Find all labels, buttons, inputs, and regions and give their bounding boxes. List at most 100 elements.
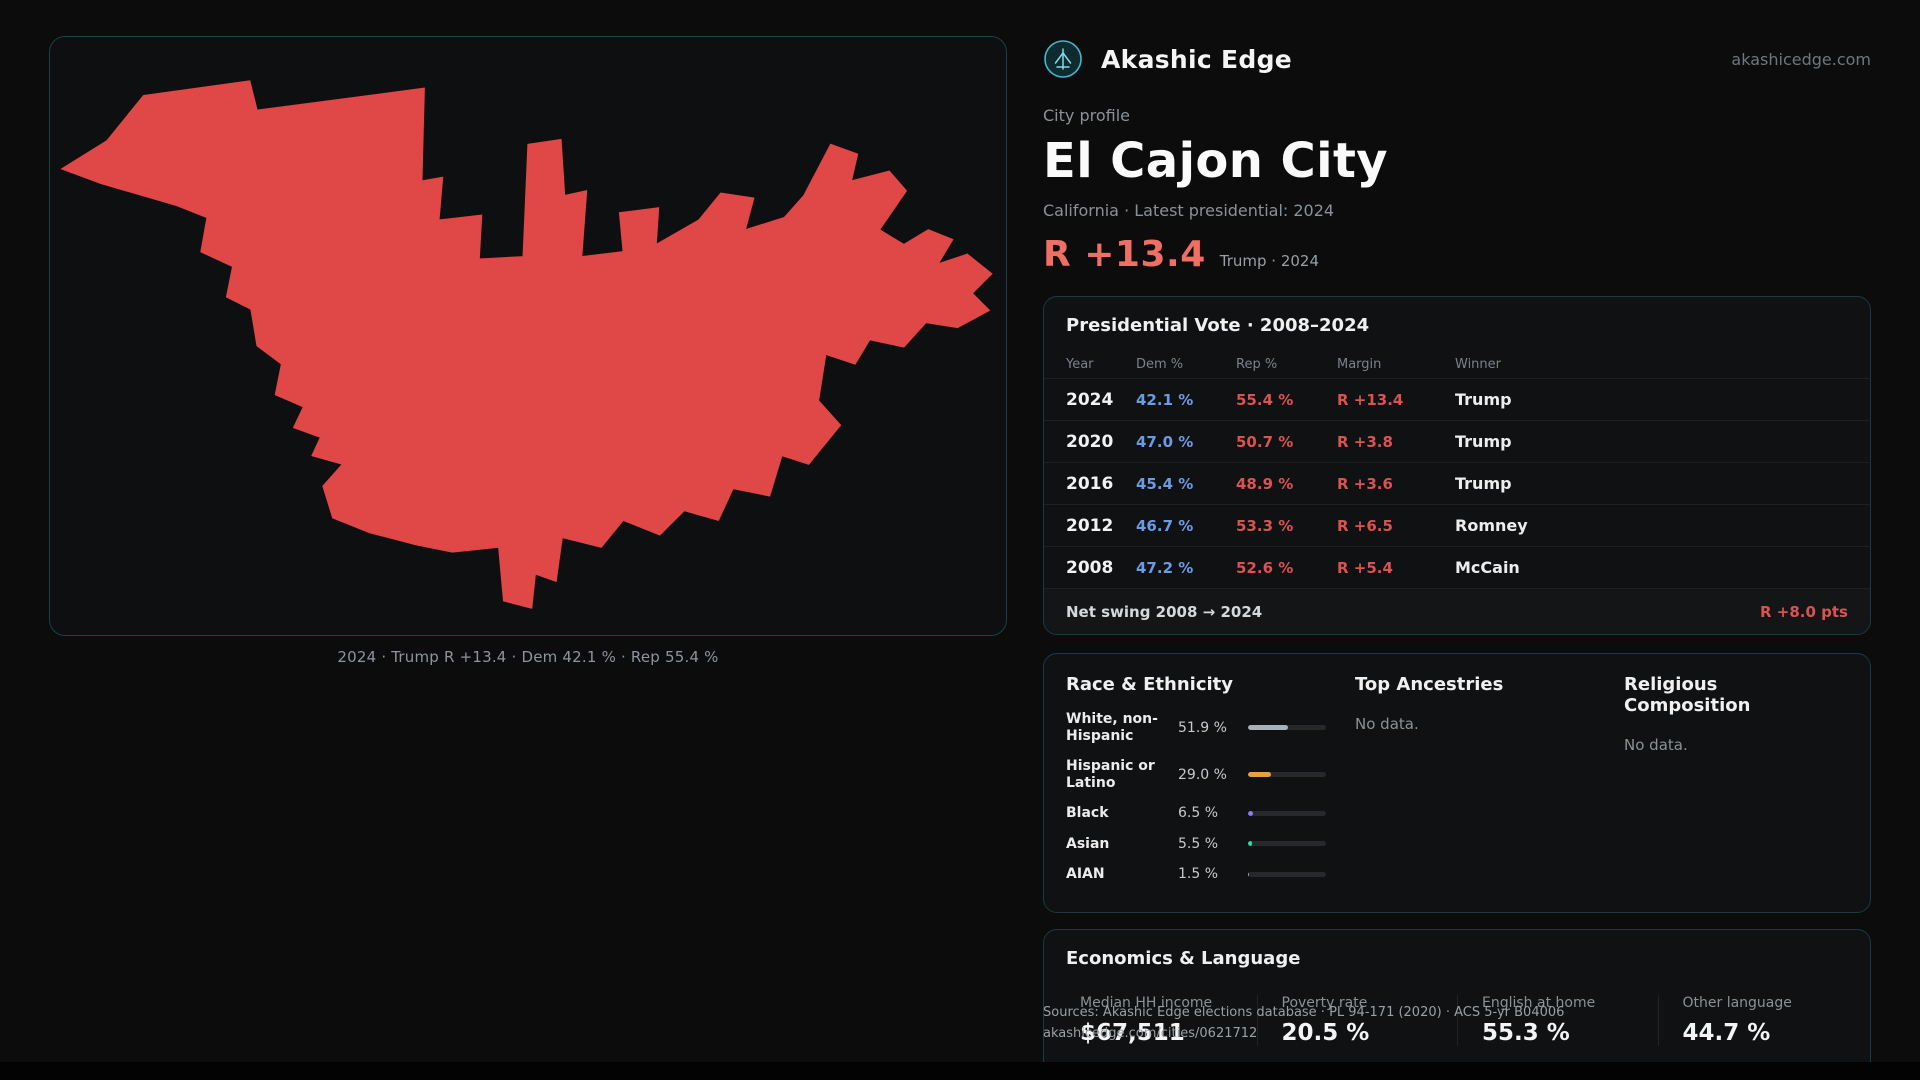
stat-label: English at home (1482, 995, 1596, 1011)
city-map-panel (49, 36, 1007, 636)
net-swing-row: Net swing 2008 → 2024 R +8.0 pts (1044, 588, 1870, 634)
col-dem: Dem % (1136, 356, 1184, 372)
brand-name: Akashic Edge (1101, 44, 1293, 74)
vote-cell-year: 2012 (1066, 515, 1114, 536)
demographics-panel: Race & Ethnicity White, non-Hispanic 51.… (1043, 653, 1871, 913)
race-value: 1.5 % (1178, 866, 1219, 883)
race-row: Asian 5.5 % (1066, 836, 1355, 853)
vote-cell-rep: 52.6 % (1236, 558, 1294, 577)
vote-row: 2016 45.4 % 48.9 % R +3.6 Trump (1044, 462, 1870, 504)
race-value: 6.5 % (1178, 805, 1219, 822)
vote-cell-winner: McCain (1455, 558, 1520, 577)
race-bar (1248, 725, 1326, 731)
footer-permalink: akashicedge.com/cities/0621712 (1043, 1026, 1258, 1041)
vote-cell-margin: R +6.5 (1337, 516, 1393, 535)
vote-cell-year: 2020 (1066, 431, 1114, 452)
stat-label: Median HH income (1080, 995, 1213, 1011)
stat-english-at-home: English at home 55.3 % (1457, 995, 1658, 1046)
religion-no-data: No data. (1624, 736, 1688, 754)
stat-value: 55.3 % (1482, 1020, 1570, 1046)
vote-cell-dem: 42.1 % (1136, 390, 1194, 409)
headline-margin: R +13.4 (1043, 234, 1206, 275)
footer: Sources: Akashic Edge elections database… (1043, 1005, 1564, 1041)
kicker: City profile (1043, 106, 1130, 125)
col-margin: Margin (1337, 356, 1382, 372)
vote-cell-rep: 55.4 % (1236, 390, 1294, 409)
economics-title: Economics & Language (1066, 948, 1301, 969)
vote-cell-dem: 47.0 % (1136, 432, 1194, 451)
race-bar (1248, 871, 1326, 877)
race-ethnicity-title: Race & Ethnicity (1066, 674, 1233, 695)
top-ancestries-column: Top Ancestries No data. (1355, 674, 1624, 883)
vote-cell-winner: Romney (1455, 516, 1528, 535)
brand-domain-link[interactable]: akashicedge.com (1731, 49, 1871, 69)
top-ancestries-title: Top Ancestries (1355, 674, 1504, 695)
vote-cell-dem: 47.2 % (1136, 558, 1194, 577)
stat-label: Other language (1682, 995, 1792, 1011)
stat-poverty-rate: Poverty rate 20.5 % (1256, 995, 1458, 1046)
vote-panel-title: Presidential Vote · 2008–2024 (1066, 315, 1370, 336)
stat-median-hh-income: Median HH income $67,511 (1056, 995, 1257, 1046)
net-swing-label: Net swing 2008 → 2024 (1066, 603, 1263, 621)
race-ethnicity-column: Race & Ethnicity White, non-Hispanic 51.… (1066, 674, 1355, 883)
religious-composition-column: Religious Composition No data. (1624, 674, 1848, 883)
race-bar (1248, 841, 1326, 847)
religious-composition-title: Religious Composition (1624, 674, 1751, 716)
vote-row: 2020 47.0 % 50.7 % R +3.8 Trump (1044, 420, 1870, 462)
vote-cell-dem: 45.4 % (1136, 474, 1194, 493)
economics-stats: Median HH income $67,511 Poverty rate 20… (1044, 995, 1870, 1046)
stat-other-language: Other language 44.7 % (1657, 995, 1859, 1046)
vote-cell-rep: 53.3 % (1236, 516, 1294, 535)
vote-cell-winner: Trump (1455, 390, 1512, 409)
race-label: Hispanic or Latino (1066, 758, 1155, 791)
bottom-bar (0, 1062, 1920, 1080)
footer-sources: Sources: Akashic Edge elections database… (1043, 1005, 1565, 1020)
vote-cell-rep: 48.9 % (1236, 474, 1294, 493)
vote-cell-winner: Trump (1455, 432, 1512, 451)
race-row: Black 6.5 % (1066, 805, 1355, 822)
stat-value: $67,511 (1080, 1020, 1185, 1046)
stat-label: Poverty rate (1281, 995, 1368, 1011)
race-row: AIAN 1.5 % (1066, 866, 1355, 883)
page-title: El Cajon City (1043, 133, 1388, 189)
race-label: AIAN (1066, 866, 1105, 883)
vote-row: 2024 42.1 % 55.4 % R +13.4 Trump (1044, 378, 1870, 420)
city-boundary-shape (60, 80, 993, 609)
col-winner: Winner (1455, 356, 1502, 372)
header: Akashic Edge akashicedge.com (1043, 36, 1871, 82)
city-boundary-map (60, 80, 993, 609)
stat-value: 44.7 % (1682, 1020, 1771, 1046)
presidential-vote-panel: Presidential Vote · 2008–2024 Year Dem %… (1043, 296, 1871, 635)
vote-cell-margin: R +3.8 (1337, 432, 1393, 451)
vote-cell-margin: R +3.6 (1337, 474, 1393, 493)
race-value: 51.9 % (1178, 719, 1227, 736)
net-swing-value: R +8.0 pts (1760, 603, 1848, 621)
vote-cell-margin: R +5.4 (1337, 558, 1393, 577)
race-label: Asian (1066, 835, 1110, 852)
vote-cell-dem: 46.7 % (1136, 516, 1194, 535)
akashic-edge-logo-icon (1043, 39, 1083, 79)
vote-table-header: Year Dem % Rep % Margin Winner (1044, 350, 1870, 378)
headline-note: Trump · 2024 (1219, 252, 1319, 270)
vote-cell-margin: R +13.4 (1337, 390, 1404, 409)
map-caption: 2024 · Trump R +13.4 · Dem 42.1 % · Rep … (337, 648, 719, 666)
race-row: White, non-Hispanic 51.9 % (1066, 711, 1355, 744)
subtitle: California · Latest presidential: 2024 (1043, 201, 1335, 220)
vote-cell-year: 2024 (1066, 389, 1114, 410)
vote-row: 2008 47.2 % 52.6 % R +5.4 McCain (1044, 546, 1870, 588)
race-bar (1248, 772, 1326, 778)
stat-value: 20.5 % (1281, 1020, 1370, 1046)
headline-margin-row: R +13.4 Trump · 2024 (1043, 234, 1871, 275)
ancestries-no-data: No data. (1355, 715, 1419, 733)
race-value: 5.5 % (1178, 835, 1219, 852)
vote-cell-rep: 50.7 % (1236, 432, 1294, 451)
vote-cell-year: 2008 (1066, 557, 1114, 578)
race-label: Black (1066, 805, 1109, 822)
race-label: White, non-Hispanic (1066, 711, 1158, 744)
race-bar (1248, 810, 1326, 816)
vote-cell-winner: Trump (1455, 474, 1512, 493)
vote-row: 2012 46.7 % 53.3 % R +6.5 Romney (1044, 504, 1870, 546)
vote-table: Year Dem % Rep % Margin Winner 2024 42.1… (1044, 350, 1870, 588)
col-year: Year (1066, 356, 1094, 372)
